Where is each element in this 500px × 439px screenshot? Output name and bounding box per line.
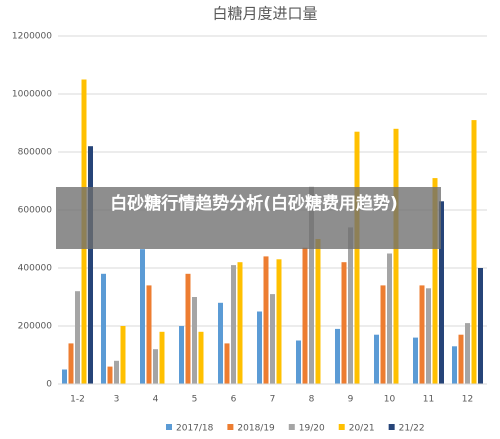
chart-title: 白糖月度进口量: [212, 5, 317, 23]
bar: [452, 346, 457, 384]
bar: [276, 259, 282, 384]
bar: [478, 268, 483, 384]
bar: [179, 326, 184, 384]
bar: [374, 334, 379, 384]
y-tick-label: 400000: [18, 264, 53, 274]
x-tick-label: 12: [462, 395, 473, 405]
bar: [153, 349, 158, 384]
bar: [302, 247, 308, 384]
legend-swatch: [388, 424, 395, 430]
y-tick-label: 1200000: [12, 32, 52, 42]
bar: [458, 334, 464, 384]
bar: [140, 249, 145, 384]
x-tick-label: 6: [231, 395, 237, 405]
x-tick-label: 11: [423, 395, 434, 405]
y-tick-label: 1000000: [12, 90, 52, 100]
bar: [432, 178, 438, 384]
banner-band: [56, 187, 441, 249]
bar: [185, 273, 191, 384]
bar: [393, 128, 399, 384]
bar: [224, 343, 230, 384]
bar: [335, 328, 340, 384]
legend-label: 19/20: [299, 424, 325, 434]
x-tick-label: 1-2: [70, 395, 85, 405]
bar: [159, 331, 165, 384]
bar: [88, 146, 93, 384]
bar: [426, 288, 431, 384]
bar: [146, 285, 152, 384]
bar: [354, 131, 360, 384]
legend-swatch: [288, 424, 295, 430]
legend-swatch: [338, 424, 345, 430]
bar: [309, 186, 314, 384]
bar: [465, 323, 470, 384]
y-tick-label: 800000: [18, 148, 53, 158]
bar: [101, 273, 106, 384]
x-tick-label: 10: [384, 395, 396, 405]
legend-swatch: [166, 424, 172, 430]
x-tick-label: 4: [153, 395, 159, 405]
bar: [257, 311, 262, 384]
bar: [263, 256, 269, 384]
bar: [380, 285, 386, 384]
y-tick-label: 600000: [18, 206, 53, 216]
legend-label: 20/21: [349, 424, 375, 434]
x-tick-label: 7: [270, 395, 276, 405]
bar: [471, 120, 477, 384]
bar: [198, 331, 204, 384]
y-tick-label: 200000: [18, 322, 53, 332]
x-tick-label: 9: [348, 395, 354, 405]
x-tick-label: 3: [114, 395, 120, 405]
bar: [231, 265, 236, 384]
x-tick-label: 5: [192, 395, 198, 405]
bar: [315, 239, 321, 384]
bar: [192, 297, 197, 384]
bar: [270, 294, 275, 384]
bar: [114, 360, 119, 384]
banner-text: 白砂糖行情趋势分析(白砂糖费用趋势): [110, 194, 398, 214]
bar: [413, 337, 418, 384]
bar: [62, 369, 67, 384]
legend-label: 2018/19: [237, 424, 275, 434]
bar: [68, 343, 74, 384]
x-tick-label: 8: [309, 395, 315, 405]
bar: [419, 285, 425, 384]
bar: [107, 366, 113, 384]
y-tick-label: 0: [46, 380, 52, 390]
bar: [218, 302, 223, 384]
legend-swatch: [227, 424, 234, 430]
bar: [387, 253, 392, 384]
bar: [348, 227, 353, 384]
bar: [120, 326, 126, 384]
bar: [237, 262, 243, 384]
legend-label: 21/22: [399, 424, 425, 434]
bar: [296, 340, 301, 384]
legend-label: 2017/18: [176, 424, 214, 434]
bar: [341, 262, 347, 384]
bar: [75, 291, 80, 384]
bar: [439, 201, 444, 384]
